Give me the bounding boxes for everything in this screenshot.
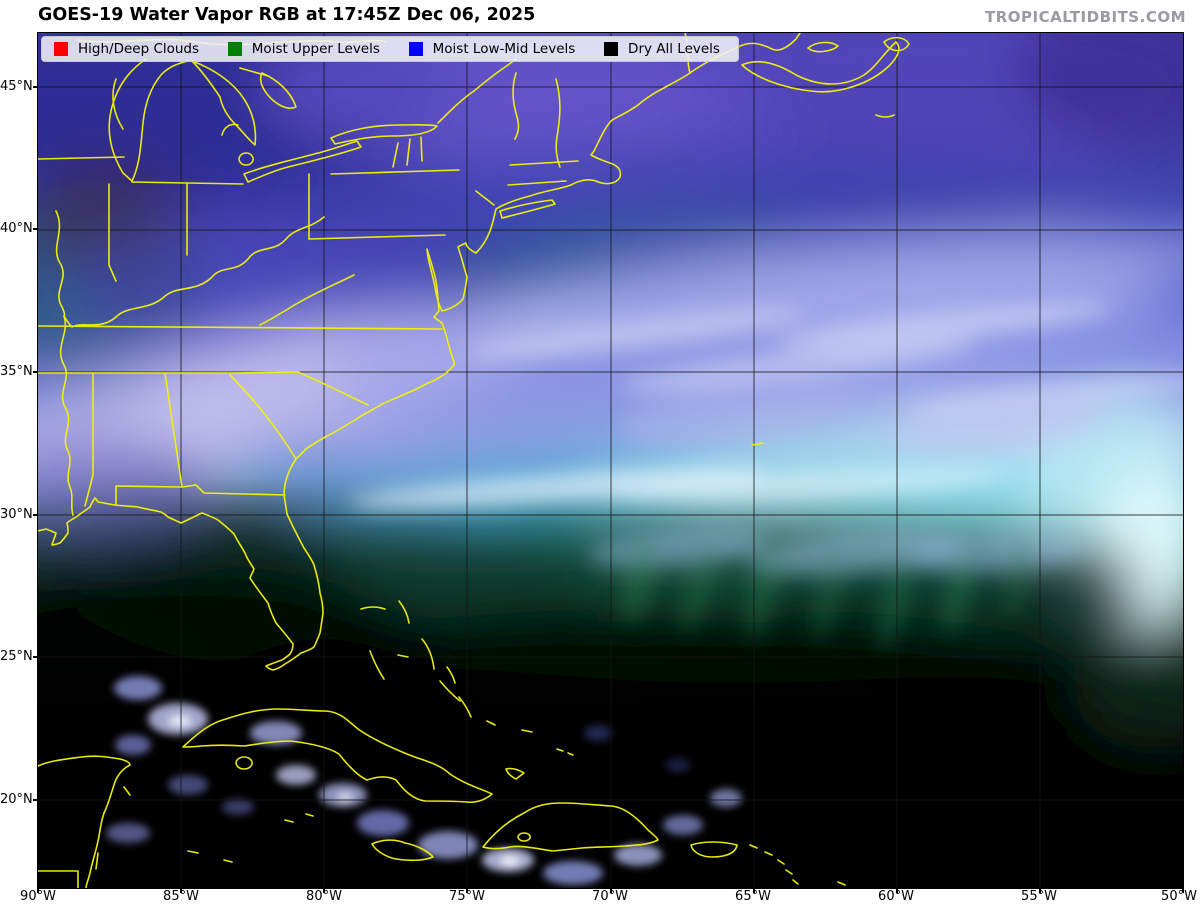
lat-tick-label: 30°N	[0, 507, 33, 522]
legend: High/Deep Clouds Moist Upper Levels Mois…	[41, 36, 739, 62]
axis-tick	[323, 888, 325, 893]
legend-item-moist-lowmid: Moist Low-Mid Levels	[408, 41, 576, 57]
legend-label: Dry All Levels	[628, 41, 720, 57]
legend-label: High/Deep Clouds	[78, 41, 200, 57]
legend-item-high-deep-clouds: High/Deep Clouds	[54, 41, 199, 57]
cloud-streaks	[348, 303, 1183, 650]
axis-tick	[33, 371, 38, 373]
axis-tick	[180, 888, 182, 893]
lon-tick-label: 55°W	[1021, 889, 1057, 904]
grid-overlay	[38, 33, 1183, 888]
legend-swatch-black	[604, 42, 619, 56]
lat-tick-label: 20°N	[0, 792, 33, 807]
lat-tick-label: 25°N	[0, 649, 33, 664]
axis-tick	[33, 228, 38, 230]
site-watermark: TROPICALTIDBITS.COM	[985, 8, 1186, 26]
legend-item-moist-upper: Moist Upper Levels	[227, 41, 380, 57]
axis-tick	[1182, 888, 1184, 893]
lon-tick-label: 75°W	[449, 889, 485, 904]
axis-tick	[753, 888, 755, 893]
airmass-regions	[38, 33, 1183, 843]
axis-tick	[33, 514, 38, 516]
lon-tick-label: 90°W	[20, 889, 56, 904]
satellite-imagery	[38, 33, 1183, 888]
lon-tick-label: 70°W	[592, 889, 628, 904]
lon-tick-label: 85°W	[163, 889, 199, 904]
coastlines-overlay	[38, 33, 910, 888]
axis-tick	[33, 656, 38, 658]
map-area: High/Deep Clouds Moist Upper Levels Mois…	[38, 33, 1183, 888]
lat-tick-label: 35°N	[0, 364, 33, 379]
page-title: GOES-19 Water Vapor RGB at 17:45Z Dec 06…	[38, 5, 536, 25]
lon-tick-label: 60°W	[878, 889, 914, 904]
axis-tick	[610, 888, 612, 893]
axis-tick	[466, 888, 468, 893]
legend-swatch-green	[227, 42, 242, 56]
axis-tick	[896, 888, 898, 893]
lat-tick-label: 40°N	[0, 221, 33, 236]
legend-swatch-blue	[408, 42, 423, 56]
lon-tick-label: 80°W	[306, 889, 342, 904]
legend-item-dry: Dry All Levels	[604, 41, 720, 57]
axis-tick	[1039, 888, 1041, 893]
legend-label: Moist Upper Levels	[251, 41, 380, 57]
lon-tick-label: 65°W	[735, 889, 771, 904]
legend-swatch-red	[54, 42, 68, 56]
axis-tick	[33, 86, 38, 88]
lon-tick-label: 50°W	[1161, 889, 1197, 904]
convective-cells	[106, 676, 742, 885]
lat-tick-label: 45°N	[0, 79, 33, 94]
axis-tick	[37, 888, 39, 893]
axis-tick	[33, 799, 38, 801]
legend-label: Moist Low-Mid Levels	[432, 41, 576, 57]
